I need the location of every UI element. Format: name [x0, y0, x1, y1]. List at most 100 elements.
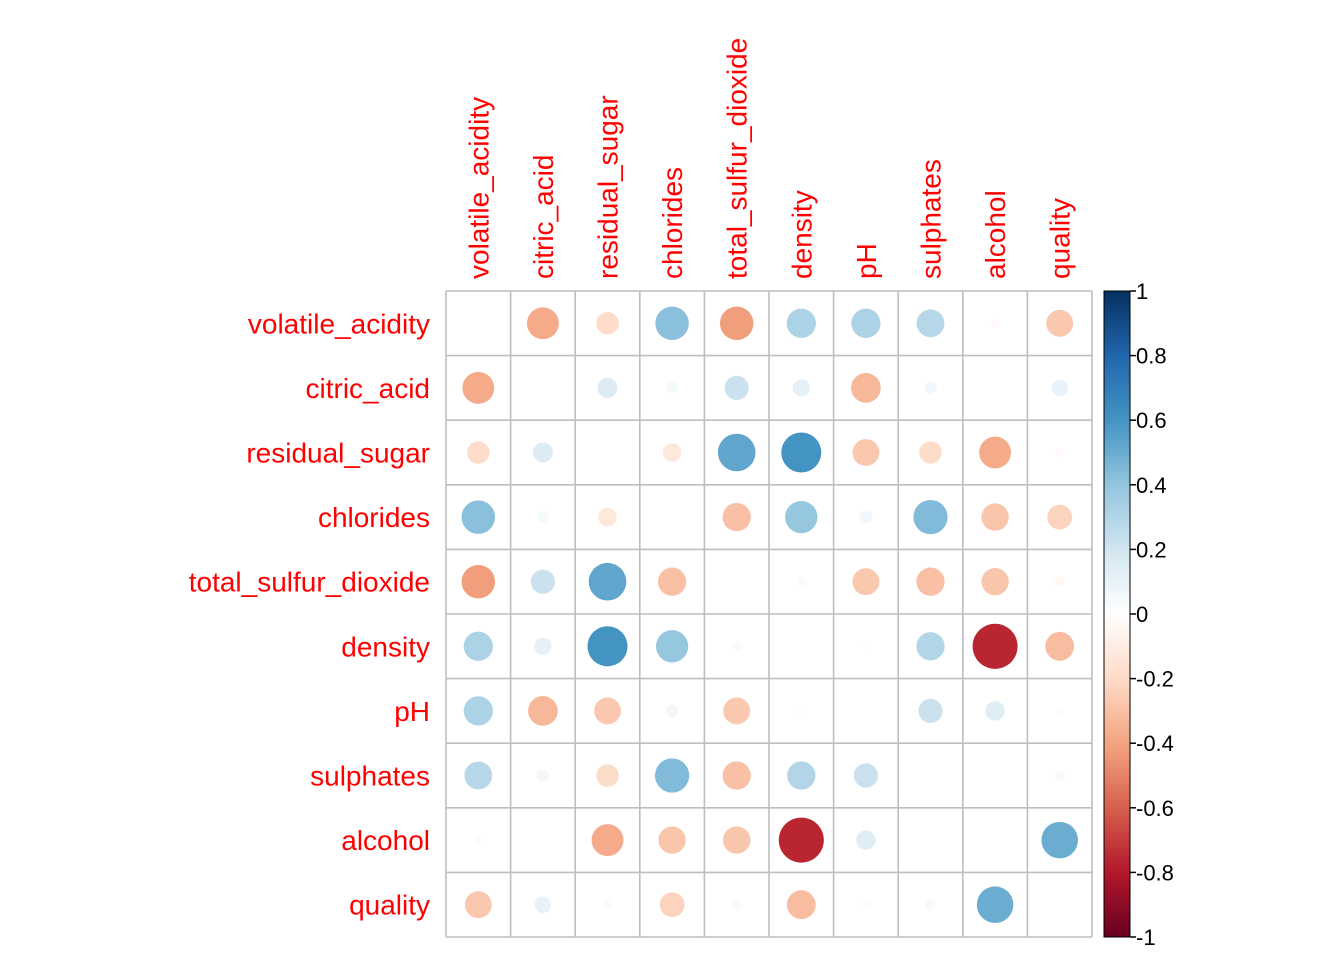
- colorbar-tick-label: 0.8: [1136, 344, 1167, 369]
- row-label-citric_acid: citric_acid: [306, 373, 430, 404]
- correlation-circle-pH-sulphates: [918, 698, 943, 724]
- row-label-density: density: [341, 631, 430, 662]
- correlation-circle-sulphates-volatile_acidity: [464, 761, 493, 790]
- correlation-circle-density-quality: [1045, 631, 1075, 661]
- colorbar-tick-label: -0.6: [1136, 796, 1174, 821]
- correlation-circle-chlorides-citric_acid: [537, 511, 549, 523]
- correlation-circle-citric_acid-pH: [851, 373, 881, 403]
- colorbar-tick-label: 1: [1136, 279, 1148, 304]
- column-label-quality: quality: [1045, 198, 1076, 279]
- correlation-circle-quality-pH: [862, 901, 870, 909]
- correlation-circle-volatile_acidity-chlorides: [655, 306, 689, 341]
- correlation-circle-density-pH: [863, 643, 869, 649]
- colorbar-tick-label: -0.4: [1136, 731, 1174, 756]
- column-label-residual_sugar: residual_sugar: [593, 95, 624, 279]
- correlation-circle-quality-residual_sugar: [603, 900, 612, 910]
- correlation-circle-alcohol-chlorides: [658, 826, 686, 854]
- correlation-circle-chlorides-total_sulfur_dioxide: [722, 502, 751, 532]
- correlation-circle-alcohol-density: [778, 817, 824, 863]
- correlation-circle-pH-volatile_acidity: [463, 696, 493, 726]
- column-label-density: density: [786, 190, 817, 279]
- row-label-chlorides: chlorides: [318, 502, 430, 533]
- correlation-circle-pH-citric_acid: [528, 696, 558, 726]
- correlation-circle-citric_acid-density: [792, 379, 810, 397]
- correlation-circle-residual_sugar-alcohol: [979, 436, 1012, 469]
- correlation-circle-density-sulphates: [916, 632, 945, 661]
- correlation-circle-sulphates-pH: [853, 763, 879, 788]
- correlation-circle-total_sulfur_dioxide-chlorides: [657, 567, 687, 596]
- correlation-circle-total_sulfur_dioxide-residual_sugar: [588, 562, 627, 601]
- correlation-circle-quality-total_sulfur_dioxide: [731, 899, 742, 910]
- correlation-circle-alcohol-total_sulfur_dioxide: [723, 826, 751, 854]
- correlation-circle-chlorides-quality: [1047, 504, 1073, 530]
- correlation-circle-density-residual_sugar: [587, 626, 628, 667]
- correlation-circle-sulphates-quality: [1054, 770, 1065, 781]
- row-label-residual_sugar: residual_sugar: [246, 438, 430, 469]
- column-label-alcohol: alcohol: [980, 190, 1011, 279]
- correlation-circle-residual_sugar-chlorides: [662, 443, 682, 462]
- correlation-circle-alcohol-volatile_acidity: [473, 835, 483, 845]
- correlation-circle-volatile_acidity-total_sulfur_dioxide: [719, 306, 754, 341]
- correlation-circle-citric_acid-volatile_acidity: [462, 371, 495, 404]
- correlation-circle-citric_acid-residual_sugar: [597, 377, 618, 398]
- correlation-circle-alcohol-residual_sugar: [591, 824, 624, 857]
- correlation-circle-pH-alcohol: [985, 701, 1005, 721]
- correlation-circle-residual_sugar-sulphates: [919, 441, 942, 464]
- correlation-circle-citric_acid-chlorides: [666, 382, 678, 394]
- correlation-circle-pH-residual_sugar: [594, 697, 621, 725]
- correlation-circle-chlorides-density: [785, 500, 818, 534]
- correlation-circle-total_sulfur_dioxide-volatile_acidity: [461, 564, 496, 599]
- correlation-circle-sulphates-residual_sugar: [596, 764, 619, 787]
- correlation-circle-quality-citric_acid: [534, 896, 552, 913]
- column-label-citric_acid: citric_acid: [528, 155, 559, 279]
- correlation-circle-residual_sugar-volatile_acidity: [467, 441, 490, 464]
- correlation-circle-total_sulfur_dioxide-pH: [852, 568, 880, 596]
- correlation-circle-volatile_acidity-alcohol: [990, 318, 1000, 328]
- colorbar-tick-label: 0: [1136, 602, 1148, 627]
- colorbar-tick-label: 0.2: [1136, 537, 1167, 562]
- correlation-circle-density-chlorides: [655, 630, 689, 663]
- correlation-circle-density-alcohol: [972, 623, 1018, 669]
- column-label-pH: pH: [851, 243, 882, 279]
- correlation-circle-pH-density: [798, 708, 804, 714]
- correlation-circle-alcohol-pH: [856, 830, 876, 850]
- correlation-circle-quality-sulphates: [925, 899, 936, 910]
- correlation-circle-quality-volatile_acidity: [464, 891, 492, 919]
- correlation-circle-residual_sugar-pH: [852, 439, 880, 466]
- correlation-circle-residual_sugar-citric_acid: [532, 442, 553, 463]
- correlation-circle-pH-chlorides: [665, 704, 679, 718]
- correlation-circle-quality-alcohol: [976, 886, 1014, 923]
- correlation-circle-volatile_acidity-density: [786, 308, 816, 338]
- correlation-circle-density-volatile_acidity: [463, 631, 493, 661]
- correlation-circle-sulphates-chlorides: [654, 758, 690, 793]
- correlation-circle-residual_sugar-quality: [1055, 448, 1065, 457]
- colorbar: [1103, 290, 1131, 938]
- correlation-circle-density-citric_acid: [534, 637, 552, 655]
- correlation-circle-volatile_acidity-residual_sugar: [596, 312, 619, 335]
- row-label-volatile_acidity: volatile_acidity: [248, 308, 430, 339]
- correlation-circle-chlorides-pH: [859, 510, 873, 524]
- column-label-volatile_acidity: volatile_acidity: [463, 97, 494, 279]
- correlation-circle-total_sulfur_dioxide-sulphates: [916, 567, 945, 596]
- correlation-circle-total_sulfur_dioxide-density: [796, 577, 806, 587]
- correlation-circle-chlorides-volatile_acidity: [461, 500, 496, 534]
- correlation-circle-citric_acid-quality: [1051, 379, 1068, 397]
- correlation-circle-citric_acid-total_sulfur_dioxide: [724, 375, 749, 401]
- column-label-total_sulfur_dioxide: total_sulfur_dioxide: [722, 38, 753, 279]
- column-label-sulphates: sulphates: [916, 159, 947, 279]
- correlation-circle-total_sulfur_dioxide-citric_acid: [530, 569, 556, 594]
- correlation-circle-citric_acid-sulphates: [924, 381, 937, 395]
- row-label-pH: pH: [394, 696, 430, 727]
- row-label-total_sulfur_dioxide: total_sulfur_dioxide: [189, 567, 430, 598]
- row-label-sulphates: sulphates: [310, 761, 430, 792]
- correlation-circle-volatile_acidity-pH: [851, 308, 881, 338]
- colorbar-tick-label: -0.8: [1136, 860, 1174, 885]
- correlation-circle-volatile_acidity-citric_acid: [526, 307, 559, 340]
- correlation-circle-residual_sugar-density: [781, 432, 822, 473]
- correlation-circle-volatile_acidity-quality: [1046, 309, 1074, 337]
- correlation-circle-sulphates-citric_acid: [536, 769, 550, 782]
- correlation-circle-alcohol-quality: [1041, 821, 1078, 859]
- colorbar-tick-label: -0.2: [1136, 667, 1174, 692]
- colorbar-tick-label: 0.4: [1136, 473, 1167, 498]
- row-label-alcohol: alcohol: [341, 825, 430, 856]
